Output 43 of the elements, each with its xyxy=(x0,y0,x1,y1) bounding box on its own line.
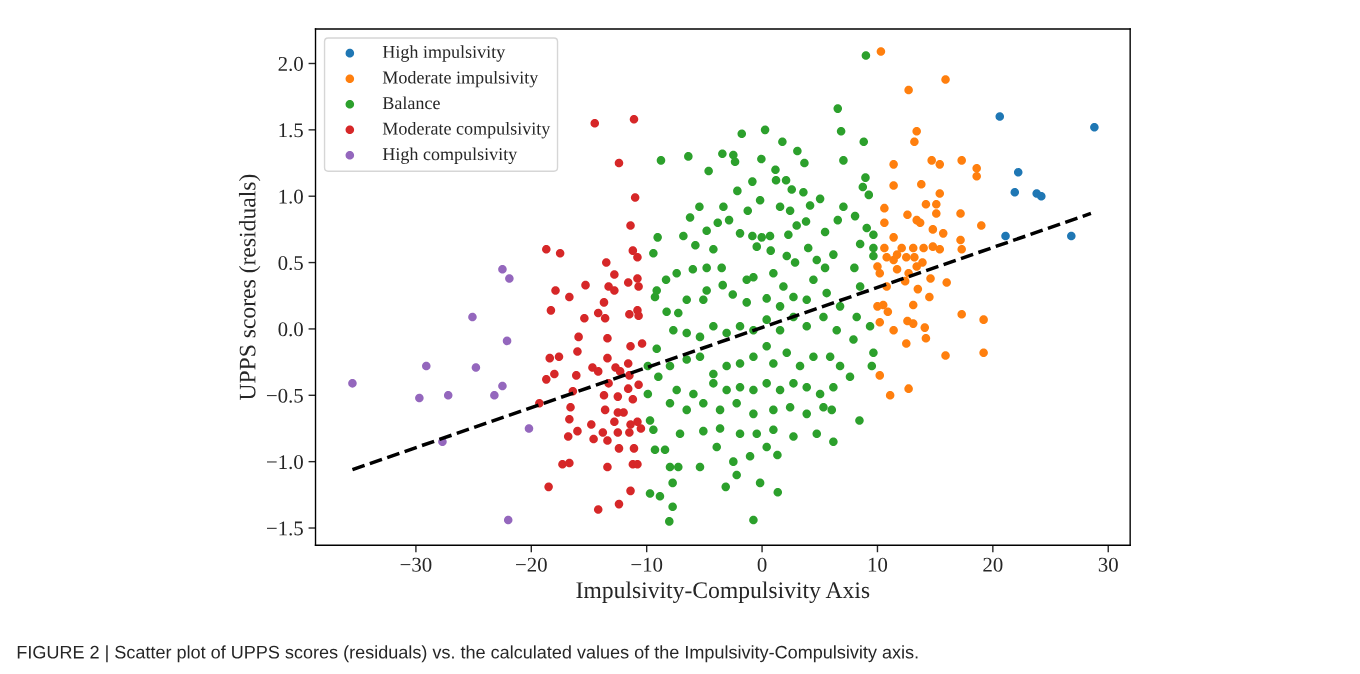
point xyxy=(995,112,1005,121)
point xyxy=(468,312,477,322)
point xyxy=(1010,187,1020,197)
y-tick-label: 0.0 xyxy=(278,322,303,337)
y-tick-label: −1.5 xyxy=(266,521,303,536)
y-tick-label: −1.0 xyxy=(266,455,303,470)
point xyxy=(1013,168,1023,177)
point xyxy=(505,274,514,283)
point xyxy=(422,361,431,371)
point xyxy=(1067,231,1076,241)
point xyxy=(443,391,453,400)
legend-label: Moderate impulsivity xyxy=(382,70,539,88)
legend-label: High compulsivity xyxy=(382,147,518,164)
point xyxy=(471,363,481,372)
legend-label: Balance xyxy=(382,96,440,110)
x-tick-label: 0 xyxy=(757,557,767,572)
point xyxy=(348,379,357,388)
point xyxy=(1001,231,1010,241)
y-tick-label: 1.0 xyxy=(279,189,303,204)
point xyxy=(415,393,424,403)
x-tick-label: 30 xyxy=(1098,557,1118,572)
y-tick-label: 2.0 xyxy=(278,56,303,72)
point xyxy=(503,515,513,525)
point xyxy=(524,424,534,433)
caption: FIGURE 2 | Scatter plot of UPPS scores (residuals) vs. the calculated values of the Impulsivity-Compulsivity axis. xyxy=(17,645,918,663)
x-axis-title: Impulsivity-Compulsivity Axis xyxy=(576,581,870,603)
x-tick-label: −30 xyxy=(400,557,432,572)
x-tick-label: −20 xyxy=(516,557,547,572)
y-tick-label: −0.5 xyxy=(266,388,303,403)
y-axis-title: UPPS scores (residuals) xyxy=(238,174,261,401)
y-tick-label: 0.5 xyxy=(278,255,303,271)
point xyxy=(490,391,499,400)
point xyxy=(1037,191,1046,201)
point xyxy=(502,336,512,346)
legend-label: Moderate compulsivity xyxy=(382,121,551,139)
y-tick-label: 1.5 xyxy=(279,123,303,138)
x-tick-label: 20 xyxy=(983,557,1003,572)
point xyxy=(1090,122,1099,132)
x-tick-label: 10 xyxy=(868,557,888,572)
legend-label: High impulsivity xyxy=(382,45,506,62)
point xyxy=(498,381,507,391)
point xyxy=(498,264,507,274)
x-tick-label: −10 xyxy=(631,557,663,572)
